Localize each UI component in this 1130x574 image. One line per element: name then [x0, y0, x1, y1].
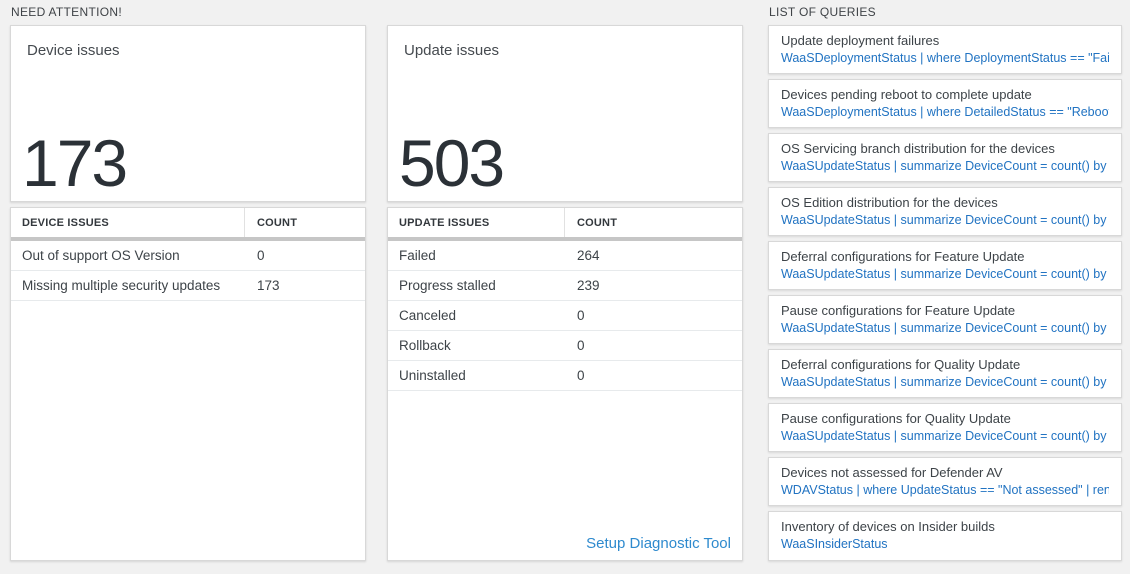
row-label: Progress stalled	[399, 278, 496, 293]
need-attention-header: NEED ATTENTION!	[11, 5, 122, 19]
query-item[interactable]: Update deployment failures WaaSDeploymen…	[768, 25, 1122, 74]
query-item[interactable]: Pause configurations for Feature Update …	[768, 295, 1122, 344]
table-row[interactable]: Missing multiple security updates 173	[11, 271, 365, 301]
query-title: OS Edition distribution for the devices	[781, 195, 998, 210]
query-text: WaaSUpdateStatus | summarize DeviceCount…	[781, 321, 1109, 335]
query-title: Devices pending reboot to complete updat…	[781, 87, 1032, 102]
table-row[interactable]: Canceled 0	[388, 301, 742, 331]
row-label: Canceled	[399, 308, 457, 323]
device-issues-summary-card[interactable]: Device issues 173	[10, 25, 366, 202]
device-table-col2-header: COUNT	[257, 216, 298, 229]
query-title: Pause configurations for Quality Update	[781, 411, 1011, 426]
row-label: Out of support OS Version	[22, 248, 180, 263]
query-item[interactable]: Devices not assessed for Defender AV WDA…	[768, 457, 1122, 506]
query-text: WaaSUpdateStatus | summarize DeviceCount…	[781, 429, 1109, 443]
update-issues-title: Update issues	[404, 42, 500, 59]
query-item[interactable]: OS Edition distribution for the devices …	[768, 187, 1122, 236]
device-issues-title: Device issues	[27, 42, 120, 59]
row-count: 0	[257, 248, 265, 263]
row-count: 0	[577, 308, 585, 323]
query-text: WaaSDeploymentStatus | where DetailedSta…	[781, 105, 1109, 119]
list-of-queries-header: LIST OF QUERIES	[769, 5, 876, 19]
row-count: 173	[257, 278, 280, 293]
row-label: Uninstalled	[399, 368, 466, 383]
query-item[interactable]: Deferral configurations for Feature Upda…	[768, 241, 1122, 290]
query-text: WaaSUpdateStatus | summarize DeviceCount…	[781, 213, 1109, 227]
query-item[interactable]: OS Servicing branch distribution for the…	[768, 133, 1122, 182]
row-count: 264	[577, 248, 600, 263]
setup-diagnostic-tool-link[interactable]: Setup Diagnostic Tool	[586, 535, 731, 552]
table-header-bar	[11, 237, 365, 241]
query-title: Update deployment failures	[781, 33, 940, 48]
update-table-col2-header: COUNT	[577, 216, 618, 229]
query-title: Inventory of devices on Insider builds	[781, 519, 995, 534]
table-header-bar	[388, 237, 742, 241]
update-table-col1-header: UPDATE ISSUES	[388, 208, 565, 237]
device-table-header: DEVICE ISSUES COUNT	[11, 208, 365, 237]
row-count: 239	[577, 278, 600, 293]
table-row[interactable]: Progress stalled 239	[388, 271, 742, 301]
query-title: Pause configurations for Feature Update	[781, 303, 1016, 318]
row-count: 0	[577, 368, 585, 383]
query-title: OS Servicing branch distribution for the…	[781, 141, 1055, 156]
device-issues-table-card: DEVICE ISSUES COUNT Out of support OS Ve…	[10, 207, 366, 561]
query-text: WaaSUpdateStatus | summarize DeviceCount…	[781, 267, 1109, 281]
row-label: Missing multiple security updates	[22, 278, 221, 293]
query-text: WaaSUpdateStatus | summarize DeviceCount…	[781, 159, 1109, 173]
row-count: 0	[577, 338, 585, 353]
update-issues-table-card: UPDATE ISSUES COUNT Failed 264 Progress …	[387, 207, 743, 561]
table-row[interactable]: Uninstalled 0	[388, 361, 742, 391]
query-text: WaaSInsiderStatus	[781, 537, 888, 551]
update-issues-summary-card[interactable]: Update issues 503	[387, 25, 743, 202]
query-text: WaaSUpdateStatus | summarize DeviceCount…	[781, 375, 1109, 389]
query-item[interactable]: Deferral configurations for Quality Upda…	[768, 349, 1122, 398]
query-item[interactable]: Pause configurations for Quality Update …	[768, 403, 1122, 452]
update-issues-count: 503	[399, 126, 505, 200]
table-row[interactable]: Failed 264	[388, 241, 742, 271]
table-row[interactable]: Out of support OS Version 0	[11, 241, 365, 271]
row-label: Rollback	[399, 338, 451, 353]
query-item[interactable]: Devices pending reboot to complete updat…	[768, 79, 1122, 128]
query-text: WDAVStatus | where UpdateStatus == "Not …	[781, 483, 1109, 497]
query-title: Deferral configurations for Quality Upda…	[781, 357, 1021, 372]
query-text: WaaSDeploymentStatus | where DeploymentS…	[781, 51, 1109, 65]
device-table-col1-header: DEVICE ISSUES	[11, 208, 245, 237]
queries-panel: Update deployment failures WaaSDeploymen…	[768, 25, 1122, 561]
query-title: Devices not assessed for Defender AV	[781, 465, 1003, 480]
row-label: Failed	[399, 248, 436, 263]
query-title: Deferral configurations for Feature Upda…	[781, 249, 1025, 264]
query-item[interactable]: Inventory of devices on Insider builds W…	[768, 511, 1122, 561]
device-issues-count: 173	[22, 126, 128, 200]
update-table-header: UPDATE ISSUES COUNT	[388, 208, 742, 237]
table-row[interactable]: Rollback 0	[388, 331, 742, 361]
